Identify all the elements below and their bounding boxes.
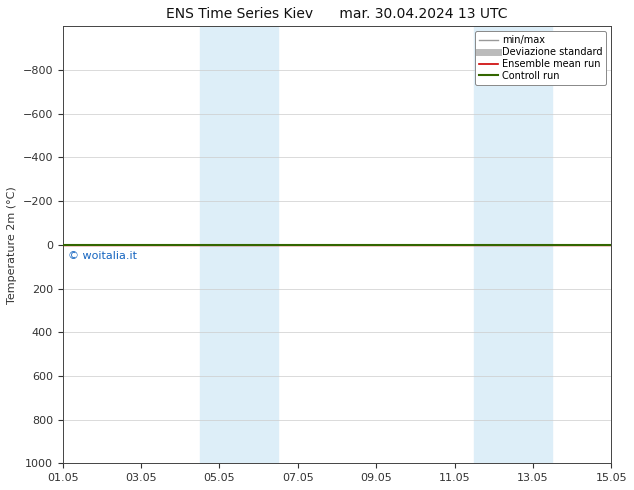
Bar <box>200 26 278 464</box>
Text: © woitalia.it: © woitalia.it <box>68 251 137 261</box>
Y-axis label: Temperature 2m (°C): Temperature 2m (°C) <box>7 186 17 304</box>
Title: ENS Time Series Kiev      mar. 30.04.2024 13 UTC: ENS Time Series Kiev mar. 30.04.2024 13 … <box>166 7 508 21</box>
Bar <box>474 26 552 464</box>
Legend: min/max, Deviazione standard, Ensemble mean run, Controll run: min/max, Deviazione standard, Ensemble m… <box>475 31 606 85</box>
